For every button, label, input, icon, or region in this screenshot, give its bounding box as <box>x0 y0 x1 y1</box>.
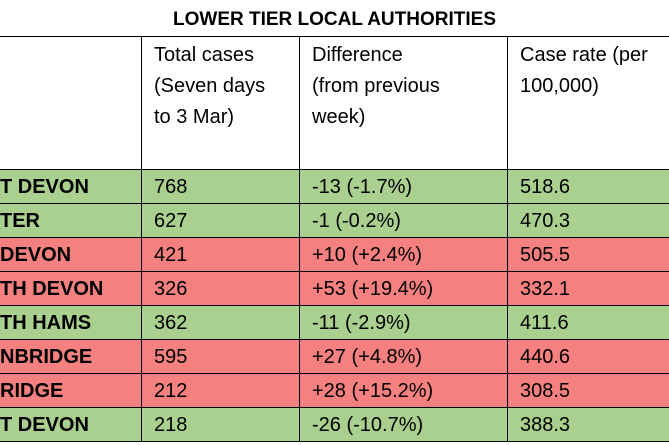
row-value: 218 <box>142 408 300 442</box>
row-name: RIDGE <box>0 374 142 408</box>
row-name: T DEVON <box>0 408 142 442</box>
row-value: 362 <box>142 306 300 340</box>
header-line: 100,000) <box>520 75 599 97</box>
row-name: TH DEVON <box>0 272 142 306</box>
header-line: Case rate (per <box>520 44 648 66</box>
header-cell <box>0 37 142 170</box>
row-name: NBRIDGE <box>0 340 142 374</box>
row-value: +27 (+4.8%) <box>300 340 508 374</box>
row-value: -1 (-0.2%) <box>300 204 508 238</box>
header-line: Total cases <box>154 44 255 66</box>
row-value: 308.5 <box>508 374 669 408</box>
row-value: +28 (+15.2%) <box>300 374 508 408</box>
row-value: -11 (-2.9%) <box>300 306 508 340</box>
header-cell: Case rate (per 100,000) <box>508 37 669 170</box>
header-cell: Difference (from previous week) <box>300 37 508 170</box>
row-value: 440.6 <box>508 340 669 374</box>
row-value: 595 <box>142 340 300 374</box>
row-value: +10 (+2.4%) <box>300 238 508 272</box>
row-value: 332.1 <box>508 272 669 306</box>
row-value: 421 <box>142 238 300 272</box>
row-value: 388.3 <box>508 408 669 442</box>
header-line: (from previous <box>312 75 440 97</box>
row-value: 470.3 <box>508 204 669 238</box>
header-line: Difference <box>312 44 403 66</box>
row-name: TH HAMS <box>0 306 142 340</box>
row-value: 505.5 <box>508 238 669 272</box>
row-name: DEVON <box>0 238 142 272</box>
table-title: LOWER TIER LOCAL AUTHORITIES <box>0 0 669 37</box>
header-line: week) <box>312 106 366 128</box>
row-value: -26 (-10.7%) <box>300 408 508 442</box>
row-value: 627 <box>142 204 300 238</box>
row-value: 411.6 <box>508 306 669 340</box>
row-value: 518.6 <box>508 170 669 204</box>
row-value: 212 <box>142 374 300 408</box>
row-value: +53 (+19.4%) <box>300 272 508 306</box>
row-name: TER <box>0 204 142 238</box>
row-value: 326 <box>142 272 300 306</box>
header-line: (Seven days <box>154 75 266 97</box>
row-value: 768 <box>142 170 300 204</box>
header-cell: Total cases (Seven days to 3 Mar) <box>142 37 300 170</box>
row-value: -13 (-1.7%) <box>300 170 508 204</box>
row-name: T DEVON <box>0 170 142 204</box>
header-line: to 3 Mar) <box>154 106 235 128</box>
